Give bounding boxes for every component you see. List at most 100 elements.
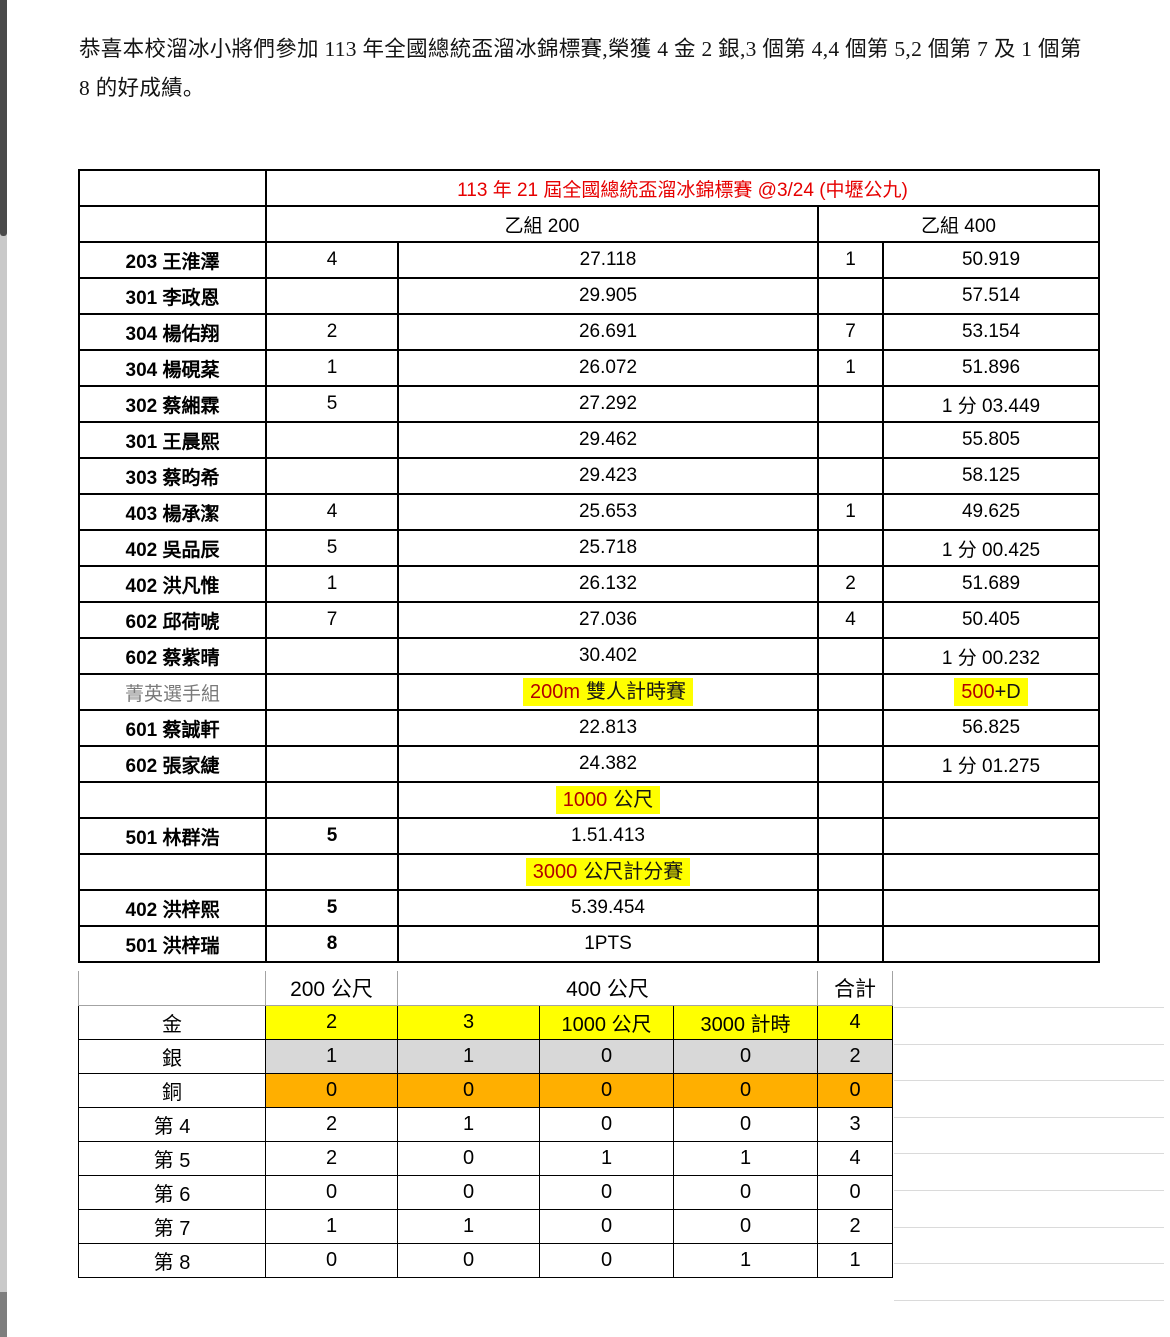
- summary-label-cell: 第 7: [78, 1209, 266, 1244]
- rank-400-cell: [817, 637, 884, 675]
- summary-value-cell: 0: [397, 1243, 540, 1278]
- empty-cell: [265, 673, 399, 711]
- time-400-cell: 1 分 00.425: [882, 529, 1100, 567]
- rank-400-cell: 1: [817, 241, 884, 279]
- elite-group-label: 菁英選手組: [78, 673, 267, 711]
- gridline: [894, 1007, 1164, 1045]
- gridline: [894, 1118, 1164, 1155]
- gridline: [894, 1264, 1164, 1301]
- event-1000m-row: 1000 公尺: [78, 781, 1100, 819]
- elite-athlete-row: 601 蔡誠軒 22.813 56.825: [78, 709, 1100, 747]
- empty-cell: [817, 925, 884, 963]
- name-cell: 203 王淮澤: [78, 241, 267, 279]
- name-cell: 403 楊承潔: [78, 493, 267, 531]
- summary-value-cell: 0: [265, 1073, 398, 1108]
- left-scrollbar-track[interactable]: [0, 0, 7, 1337]
- summary-value-cell: 0: [397, 1141, 540, 1176]
- time-200-cell: 27.036: [397, 601, 819, 639]
- rank-200-cell: [265, 637, 399, 675]
- athlete-row: 301 王晨熙 29.462 55.805: [78, 421, 1100, 459]
- time-200-cell: 25.718: [397, 529, 819, 567]
- time-cell: 5.39.454: [397, 889, 819, 927]
- rank-400-cell: 2: [817, 565, 884, 603]
- empty-cell: [817, 673, 884, 711]
- rank-200-cell: [265, 277, 399, 315]
- empty-cell: [817, 889, 884, 927]
- time-200-cell: 29.462: [397, 421, 819, 459]
- summary-value-cell: 0: [539, 1107, 674, 1142]
- time-400-cell: 50.405: [882, 601, 1100, 639]
- rank-400-cell: [817, 745, 884, 783]
- summary-value-cell: 1000 公尺: [539, 1005, 674, 1040]
- corner-empty-cell: [78, 169, 267, 207]
- athlete-row: 301 李政恩 29.905 57.514: [78, 277, 1100, 315]
- time-400-cell: 50.919: [882, 241, 1100, 279]
- summary-value-cell: 1: [672, 1243, 819, 1278]
- summary-label-cell: 銀: [78, 1039, 266, 1074]
- time-200-cell: 27.118: [397, 241, 819, 279]
- summary-value-cell: 1: [397, 1107, 540, 1142]
- rank-400-cell: [817, 385, 884, 423]
- rank-200-cell: 5: [265, 385, 399, 423]
- name-cell: 301 王晨熙: [78, 421, 267, 459]
- time-200-cell: 22.813: [397, 709, 819, 747]
- summary-value-cell: 1: [817, 1243, 894, 1278]
- group-header-400: 乙組 400: [817, 205, 1100, 243]
- name-cell: 402 洪凡惟: [78, 565, 267, 603]
- summary-label-cell: 金: [78, 1005, 266, 1040]
- name-cell: 304 楊佑翔: [78, 313, 267, 351]
- rank-400-cell: [817, 709, 884, 747]
- event-label-500d: 500+D: [954, 678, 1028, 706]
- spreadsheet-gridline-extension: [894, 1007, 1164, 1301]
- summary-value-cell: 0: [539, 1039, 674, 1074]
- empty-cell: [817, 853, 884, 891]
- time-cell: 1PTS: [397, 925, 819, 963]
- gridline: [894, 1045, 1164, 1082]
- time-200-cell: 26.072: [397, 349, 819, 387]
- scrollbar-thumb[interactable]: [0, 0, 7, 236]
- time-400-cell: 58.125: [882, 457, 1100, 495]
- time-400-cell: 1 分 00.232: [882, 637, 1100, 675]
- empty-cell: [882, 925, 1100, 963]
- summary-value-cell: 1: [265, 1039, 398, 1074]
- rank-400-cell: 4: [817, 601, 884, 639]
- empty-cell: [78, 781, 267, 819]
- elite-header-row: 菁英選手組 200m 雙人計時賽 500+D: [78, 673, 1100, 711]
- athlete-row: 304 楊佑翔 2 26.691 7 53.154: [78, 313, 1100, 351]
- summary-value-cell: 0: [539, 1209, 674, 1244]
- athlete-row: 402 洪梓熙 5 5.39.454: [78, 889, 1100, 927]
- athlete-row: 403 楊承潔 4 25.653 1 49.625: [78, 493, 1100, 531]
- rank-200-cell: [265, 709, 399, 747]
- name-cell: 301 李政恩: [78, 277, 267, 315]
- summary-value-cell: 1: [539, 1141, 674, 1176]
- results-table: 113 年 21 屆全國總統盃溜冰錦標賽 @3/24 (中壢公九) 乙組 200…: [78, 169, 1100, 963]
- athlete-row: 402 吳品辰 5 25.718 1 分 00.425: [78, 529, 1100, 567]
- summary-value-cell: 0: [817, 1175, 894, 1210]
- time-cell: 1.51.413: [397, 817, 819, 855]
- summary-value-cell: 1: [265, 1209, 398, 1244]
- name-cell: 602 邱荷唬: [78, 601, 267, 639]
- name-cell: 302 蔡緗霖: [78, 385, 267, 423]
- summary-value-cell: 0: [539, 1073, 674, 1108]
- summary-label-cell: 第 4: [78, 1107, 266, 1142]
- time-400-cell: 51.896: [882, 349, 1100, 387]
- rank-200-cell: [265, 745, 399, 783]
- scrollbar-bottom-segment: [0, 1292, 7, 1337]
- empty-cell: [882, 853, 1100, 891]
- name-cell: 402 洪梓熙: [78, 889, 267, 927]
- time-200-cell: 26.691: [397, 313, 819, 351]
- event-label-3000m: 3000 公尺計分賽: [525, 858, 691, 886]
- rank-400-cell: [817, 529, 884, 567]
- empty-cell: [882, 817, 1100, 855]
- time-400-cell: 55.805: [882, 421, 1100, 459]
- group-header-row: 乙組 200 乙組 400: [78, 205, 1100, 243]
- rank-200-cell: [265, 421, 399, 459]
- athlete-row: 501 洪梓瑞 8 1PTS: [78, 925, 1100, 963]
- summary-value-cell: 2: [265, 1107, 398, 1142]
- empty-cell: [265, 853, 399, 891]
- summary-value-cell: 1: [672, 1141, 819, 1176]
- time-400-cell: 1 分 03.449: [882, 385, 1100, 423]
- summary-value-cell: 3: [397, 1005, 540, 1040]
- time-400-cell: 53.154: [882, 313, 1100, 351]
